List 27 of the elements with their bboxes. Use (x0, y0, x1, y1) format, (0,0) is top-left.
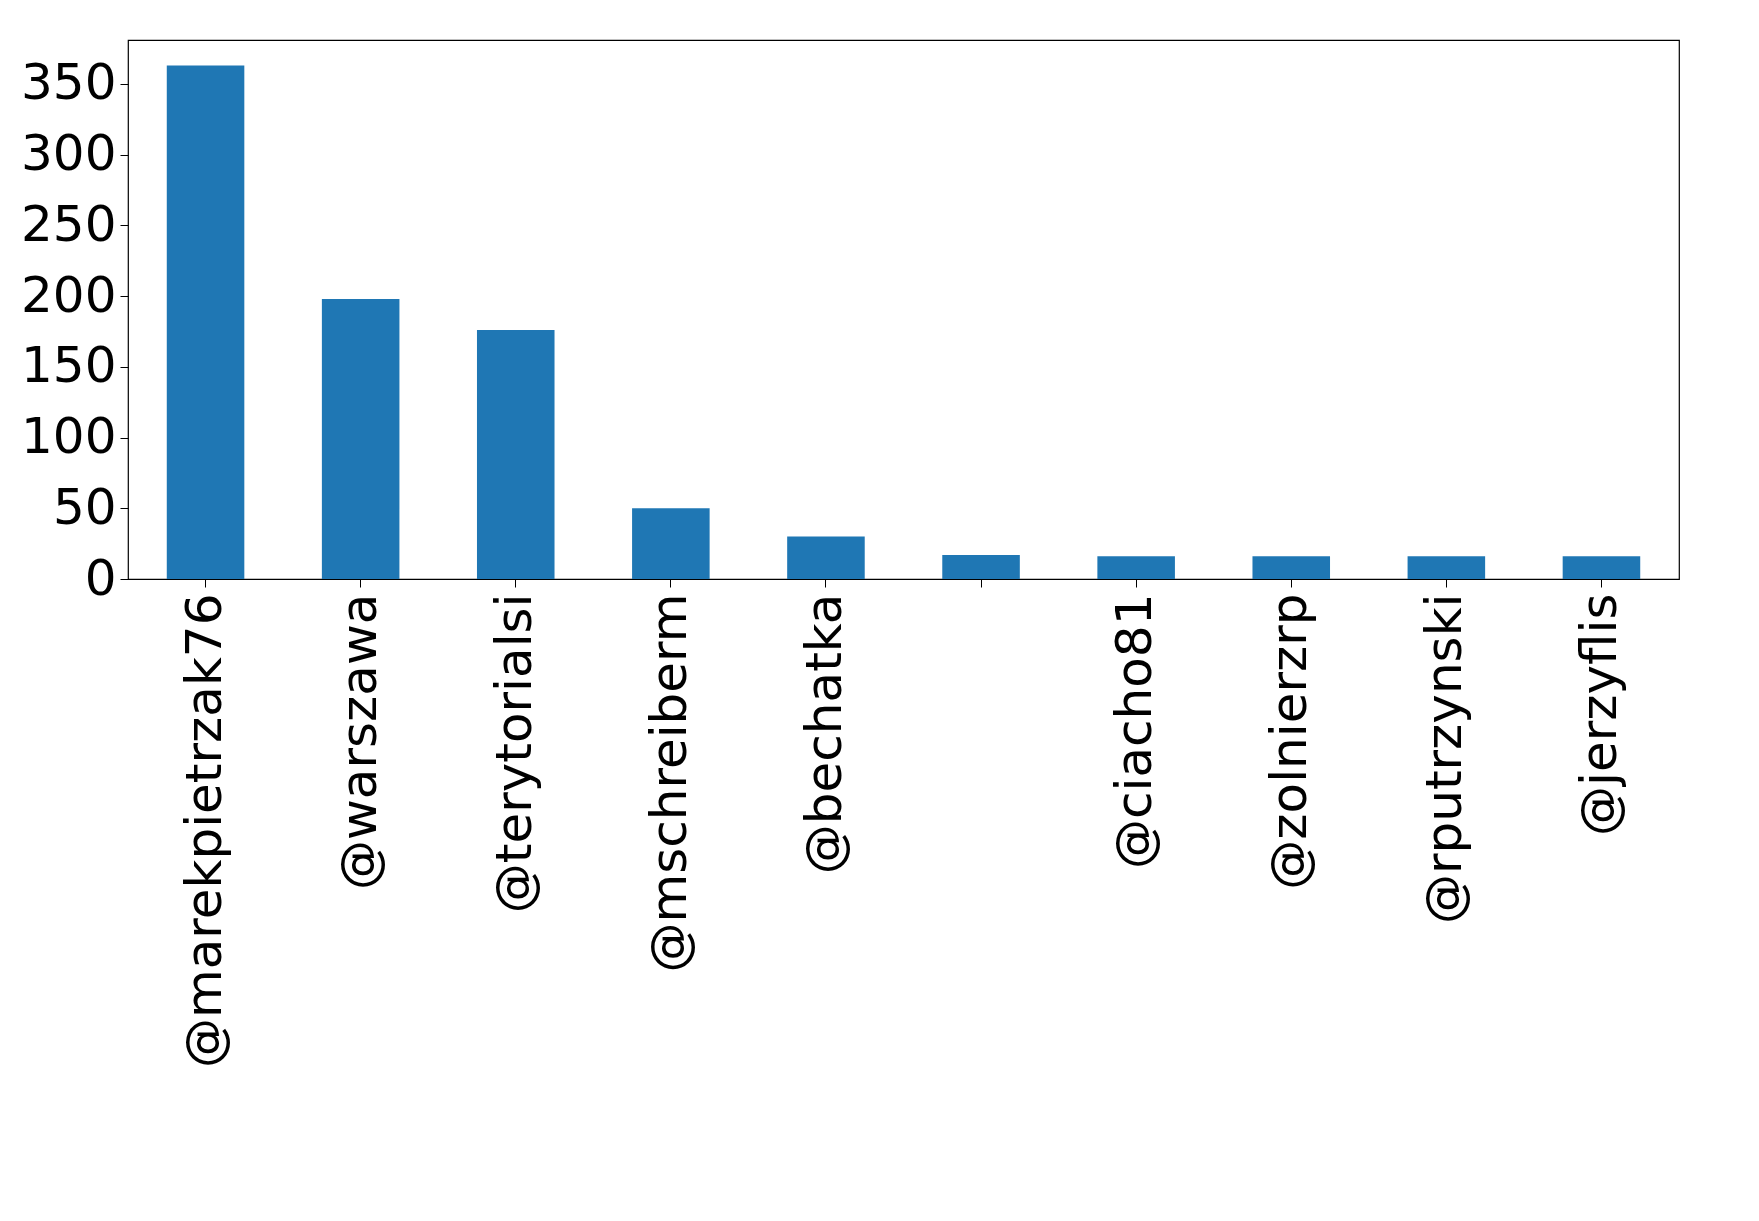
x-tick-label: @ciacho81 (1105, 593, 1164, 869)
bar (787, 536, 865, 579)
x-tick-label: @bechatka (794, 593, 853, 875)
y-tick-label: 300 (21, 124, 117, 183)
y-tick-label: 50 (52, 477, 117, 536)
x-tick-label: @rputrzynski (1415, 593, 1474, 925)
bar (166, 65, 245, 579)
bar (632, 508, 710, 579)
bar (1252, 556, 1331, 579)
y-tick-label: 0 (84, 548, 117, 607)
y-tick-label: 350 (21, 53, 117, 112)
x-tick-label: @zolnierzrp (1260, 593, 1319, 890)
bar (1562, 556, 1641, 579)
x-tick-label: @terytorialsi (484, 593, 543, 914)
y-tick-label: 250 (21, 194, 117, 253)
bar (942, 554, 1020, 579)
bar (321, 298, 400, 579)
y-tick-label: 150 (21, 336, 117, 395)
x-tick-label: @warszawa (329, 593, 388, 891)
y-tick-label: 100 (21, 407, 117, 466)
bar (476, 330, 555, 579)
x-tick-label: @marekpietrzak76 (174, 593, 233, 1069)
x-tick-label: @mschreiberm (639, 593, 698, 973)
x-tick-label: @jerzyflis (1570, 593, 1629, 836)
bar (1407, 556, 1486, 579)
bar (1097, 556, 1175, 579)
y-tick-label: 200 (21, 265, 117, 324)
